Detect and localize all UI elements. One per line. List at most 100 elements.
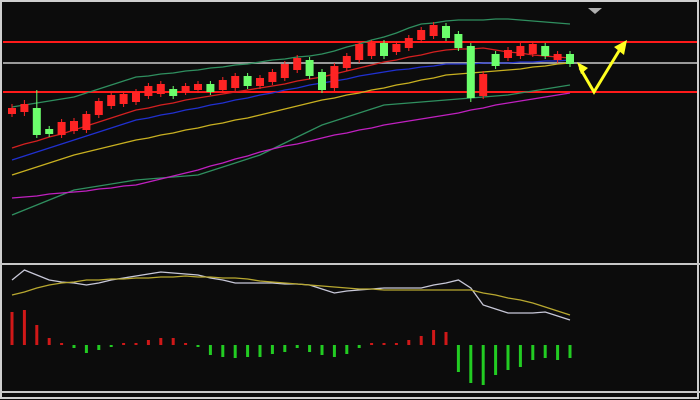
- plot: [3, 18, 697, 385]
- histogram-bar: [494, 345, 498, 375]
- candle-body: [454, 34, 463, 48]
- histogram-bar: [419, 336, 423, 345]
- histogram-bar: [47, 338, 51, 345]
- candle-body: [194, 84, 202, 90]
- candle-body: [144, 86, 153, 96]
- histogram-bar: [196, 345, 200, 347]
- histogram-bar: [233, 345, 237, 358]
- indicator-line: [11, 84, 571, 216]
- candle-body: [380, 43, 388, 56]
- annotation-arrows: [577, 40, 627, 95]
- candle-body: [243, 76, 252, 86]
- histogram-bar: [506, 345, 510, 370]
- candle-body: [355, 44, 364, 60]
- candle-body: [367, 43, 376, 56]
- histogram-bar: [556, 345, 560, 360]
- histogram-bar: [84, 345, 88, 353]
- histogram-bar: [134, 343, 138, 345]
- histogram-bar: [60, 343, 64, 345]
- candle-body: [70, 121, 78, 131]
- indicator-line: [11, 47, 571, 149]
- indicator-line: [11, 59, 571, 161]
- histogram-bar: [122, 343, 126, 345]
- indicator-line: [11, 62, 571, 176]
- arrow-head: [614, 40, 627, 55]
- histogram-bar: [109, 345, 113, 347]
- histogram-bar: [97, 345, 101, 350]
- candle-body: [318, 72, 326, 90]
- candle-body: [231, 76, 240, 88]
- candle-body: [491, 54, 500, 66]
- histogram-bar: [270, 345, 274, 354]
- histogram-bar: [382, 343, 386, 345]
- candle-body: [206, 84, 215, 92]
- histogram-bar: [72, 345, 76, 348]
- histogram-bar: [456, 345, 460, 372]
- candle-body: [256, 78, 264, 86]
- histogram-bar: [320, 345, 324, 355]
- candle-body: [20, 104, 29, 112]
- candle-body: [541, 46, 550, 56]
- histogram-bar: [543, 345, 547, 358]
- arrow-path: [578, 45, 624, 95]
- candle-body: [516, 46, 525, 56]
- histogram-bar: [258, 345, 262, 357]
- candle-body: [404, 38, 413, 48]
- candle-body: [442, 26, 450, 38]
- candle-body: [504, 50, 512, 58]
- histogram-bar: [184, 343, 188, 345]
- histogram-bar: [35, 325, 39, 345]
- arrow-head: [577, 62, 588, 74]
- histogram-bar: [171, 338, 175, 345]
- candle-body: [566, 54, 574, 64]
- indicator-line: [11, 18, 571, 108]
- indicator-line: [11, 92, 571, 199]
- candle-body: [479, 74, 488, 96]
- histogram-bar: [370, 343, 374, 345]
- candle-body: [181, 86, 190, 92]
- candle-body: [8, 108, 16, 114]
- candle-body: [466, 46, 475, 98]
- candle-body: [392, 44, 401, 52]
- candle-body: [169, 89, 178, 96]
- candle-body: [82, 114, 91, 130]
- histogram-bar: [295, 345, 299, 348]
- candle-body: [94, 101, 103, 115]
- histogram-bar: [10, 312, 14, 345]
- histogram-bar: [357, 345, 361, 348]
- histogram-bar: [531, 345, 535, 360]
- candle-body: [45, 129, 54, 134]
- candle-body: [280, 64, 289, 78]
- candle-body: [293, 58, 302, 70]
- candle-body: [218, 80, 227, 90]
- histogram-bar: [22, 310, 26, 345]
- histogram-bar: [407, 340, 411, 345]
- histogram-bar: [332, 345, 336, 357]
- candle-body: [342, 56, 351, 68]
- histogram-bar: [481, 345, 485, 385]
- candle-body: [156, 84, 165, 94]
- histogram-bar: [146, 340, 150, 345]
- candle-body: [553, 54, 562, 60]
- histogram-bar: [518, 345, 522, 367]
- candle-body: [417, 30, 426, 40]
- candle-body: [107, 95, 116, 106]
- candle-body: [528, 44, 537, 54]
- histogram-bar: [308, 345, 312, 352]
- histogram-bar: [283, 345, 287, 352]
- candle-body: [429, 25, 438, 36]
- histogram-bar: [246, 345, 250, 357]
- histogram-bar: [469, 345, 473, 383]
- histogram-bar: [432, 330, 436, 345]
- candle-body: [32, 108, 41, 135]
- candle-body: [330, 66, 339, 88]
- histogram-bar: [568, 345, 572, 358]
- histogram-bar: [159, 338, 163, 345]
- histogram-bar: [444, 332, 448, 345]
- candle-body: [268, 72, 277, 82]
- candle-body: [57, 122, 66, 135]
- histogram-bar: [394, 343, 398, 345]
- histogram-bar: [208, 345, 212, 355]
